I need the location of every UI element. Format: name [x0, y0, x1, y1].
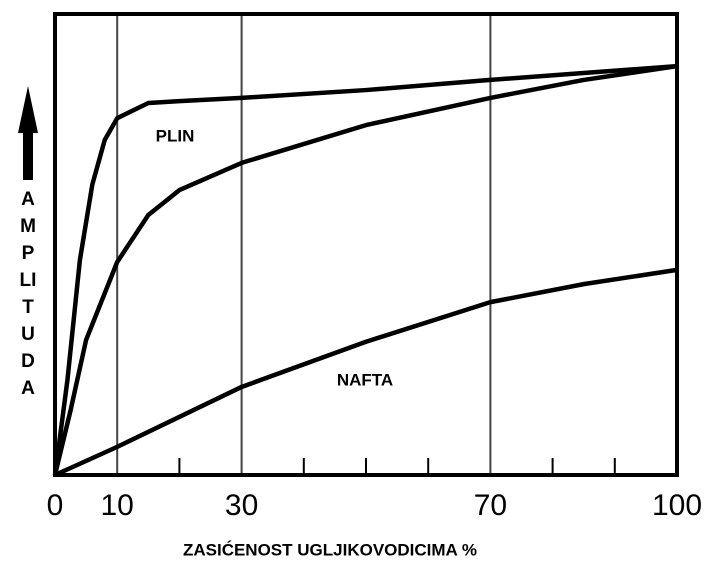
plot-frame	[53, 12, 679, 477]
amplitude-arrow	[18, 86, 38, 180]
x-tick-label: 70	[474, 489, 507, 522]
curve	[52, 63, 678, 476]
x-tick-label: 30	[225, 489, 258, 522]
x-axis-label: ZASIĆENOST UGLJIKOVODICIMA %	[183, 540, 477, 559]
x-tick-label: 0	[47, 489, 64, 522]
x-tick-label: 100	[652, 489, 702, 522]
y-axis-label: AMPLITUDA	[19, 189, 37, 399]
curve	[54, 267, 678, 478]
annotation: NAFTA	[337, 370, 393, 389]
curve	[52, 63, 678, 476]
x-tick-label: 10	[101, 489, 134, 522]
annotation: PLIN	[156, 126, 195, 145]
